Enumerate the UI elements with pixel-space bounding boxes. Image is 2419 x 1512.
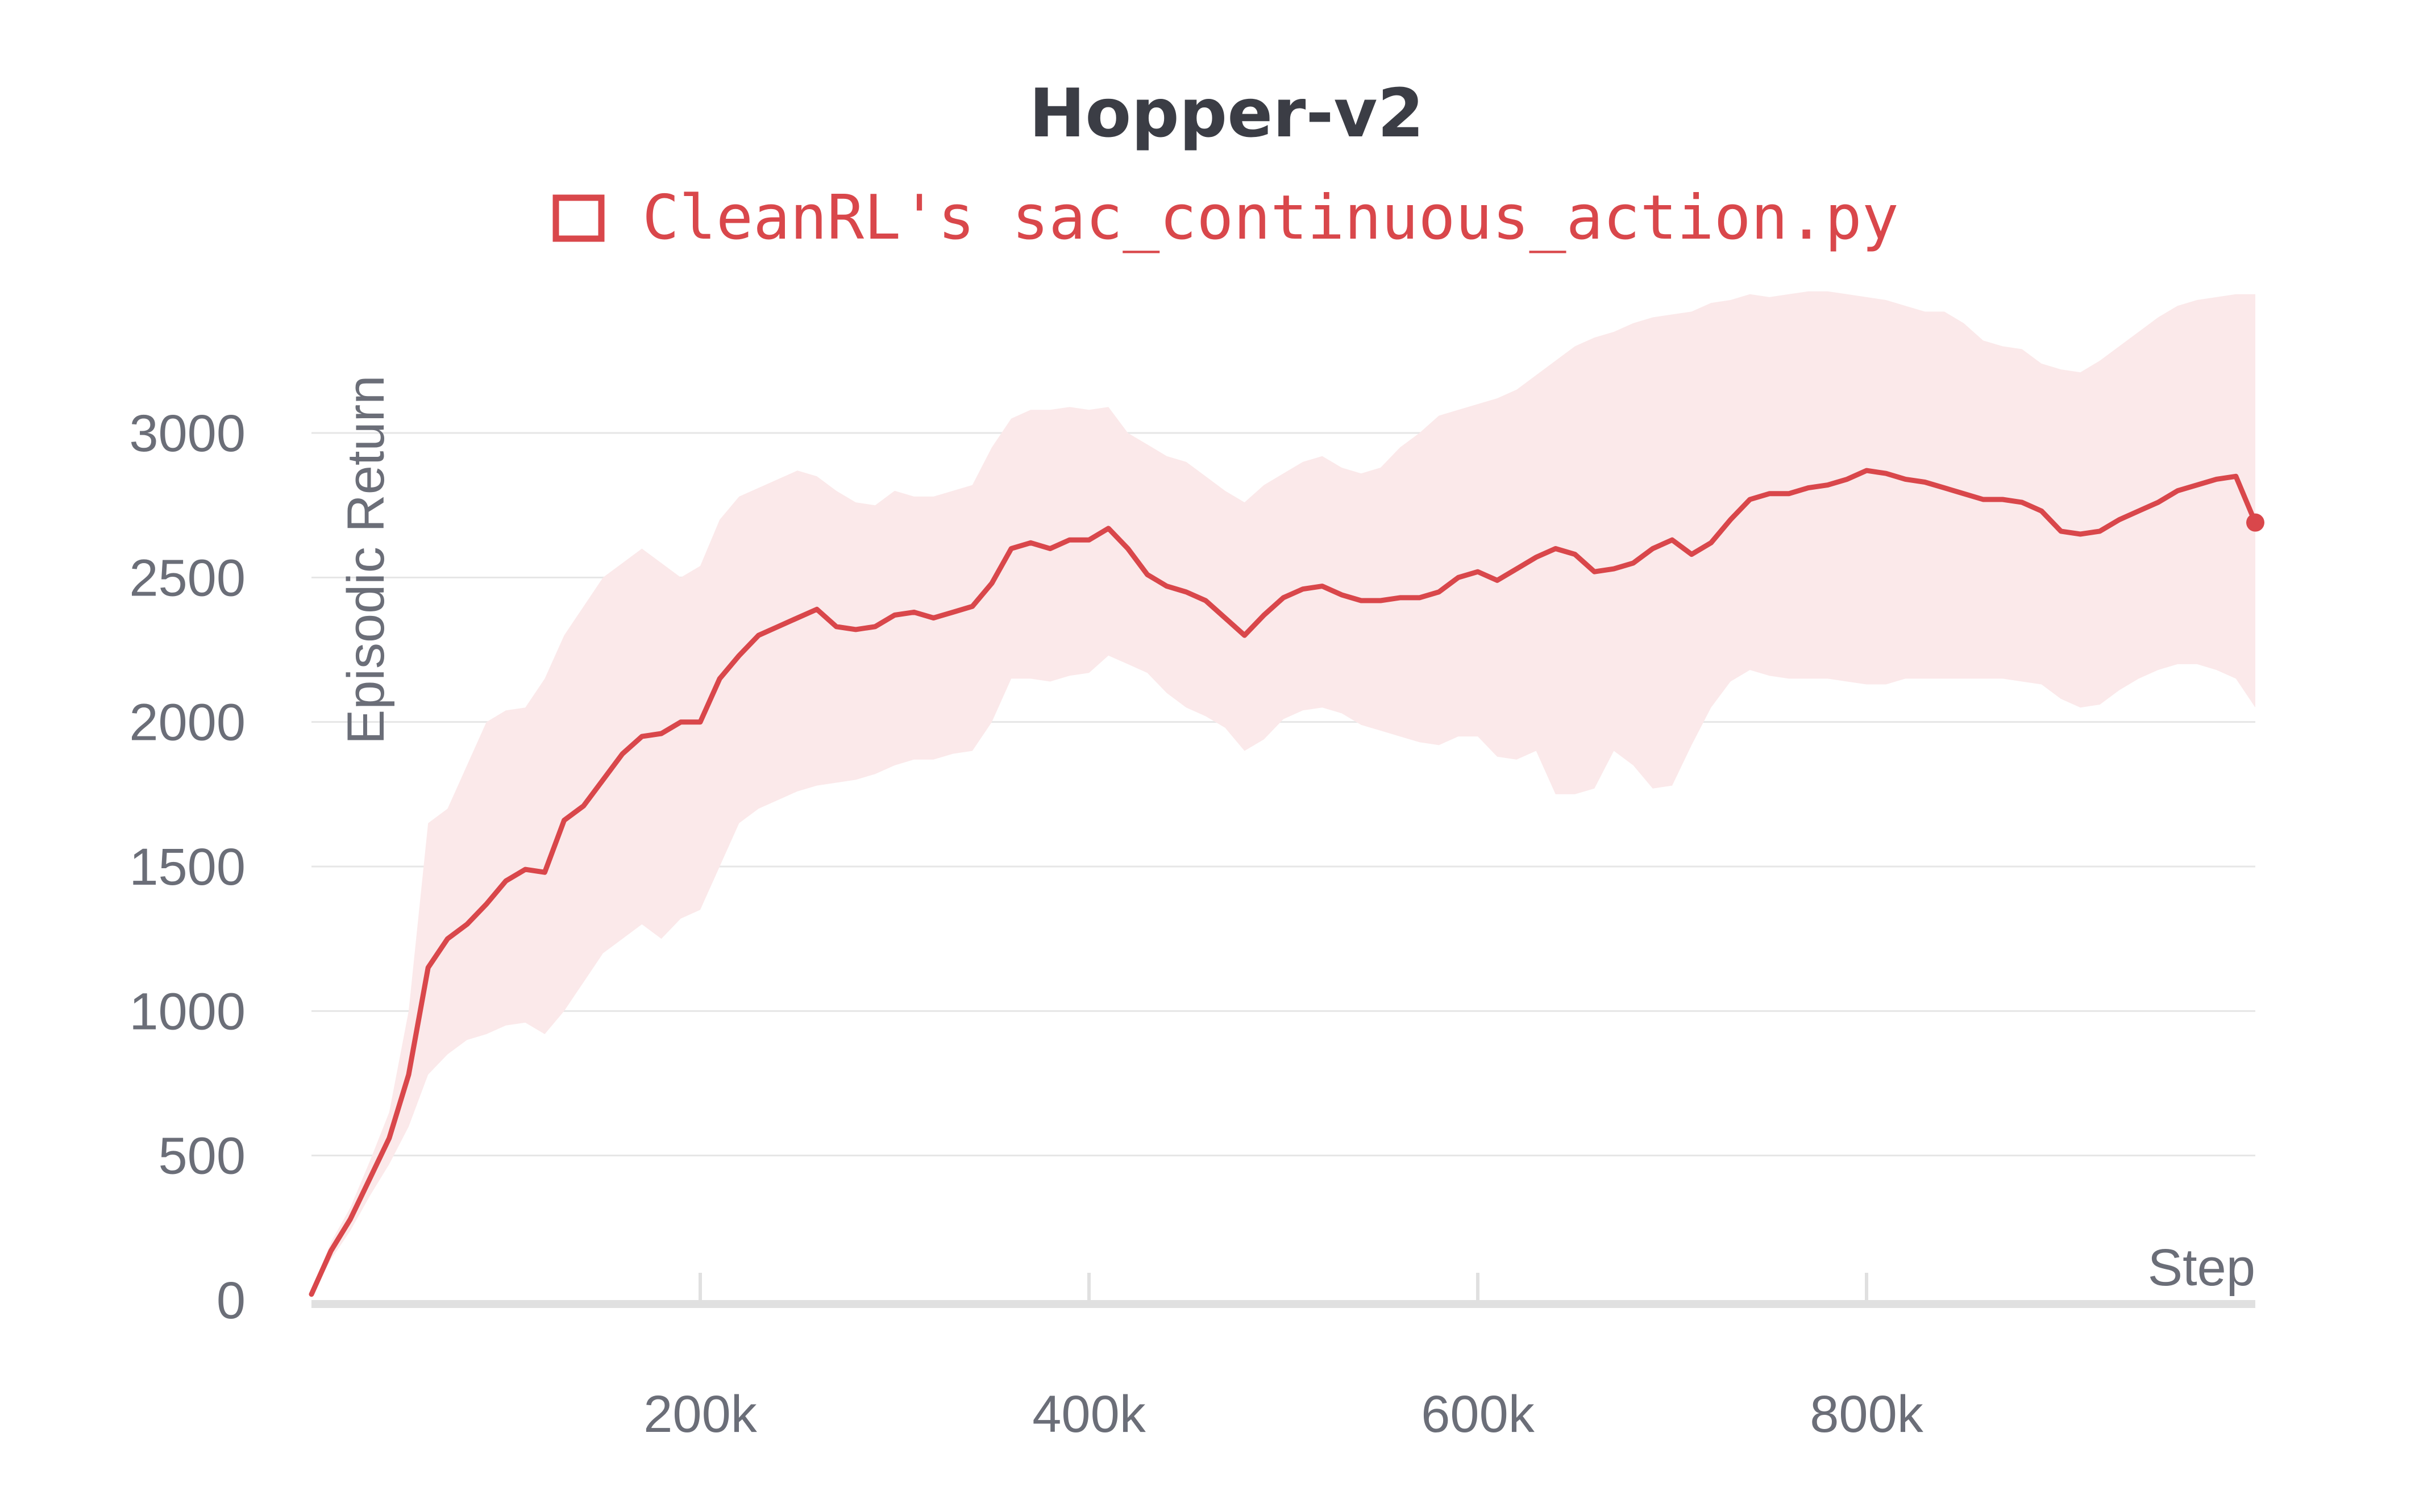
y-tick-label-1000: 1000 bbox=[129, 982, 246, 1040]
x-axis-label: Step bbox=[2148, 1239, 2255, 1297]
y-tick-label-500: 500 bbox=[159, 1127, 246, 1185]
y-tick-label-3000: 3000 bbox=[129, 405, 246, 463]
legend-swatch-icon bbox=[552, 194, 605, 242]
confidence-band bbox=[311, 291, 2255, 1296]
series-line bbox=[309, 468, 2258, 1297]
y-tick-label-2000: 2000 bbox=[129, 694, 246, 752]
x-tick-label-800k: 800k bbox=[1810, 1385, 1923, 1443]
y-tick-label-2500: 2500 bbox=[129, 549, 246, 607]
x-axis bbox=[311, 1273, 2255, 1308]
x-tick-label-600k: 600k bbox=[1421, 1385, 1535, 1443]
chart-title: Hopper-v2 bbox=[1029, 74, 1424, 152]
x-tick-label-400k: 400k bbox=[1032, 1385, 1146, 1443]
y-tick-labels: 0 500 1000 1500 2000 2500 3000 bbox=[129, 405, 246, 1330]
x-tick-labels: 200k 400k 600k 800k bbox=[643, 1385, 1923, 1443]
y-tick-label-0: 0 bbox=[217, 1272, 246, 1330]
confidence-band-layer bbox=[311, 291, 2255, 1296]
legend[interactable]: CleanRL's sac_continuous_action.py bbox=[552, 182, 1899, 253]
legend-label: CleanRL's sac_continuous_action.py bbox=[642, 182, 1899, 253]
y-axis-label: Episodic Return bbox=[337, 376, 395, 744]
series-line-layer bbox=[309, 468, 2264, 1297]
series-end-marker bbox=[2246, 513, 2264, 532]
x-tick-label-200k: 200k bbox=[643, 1385, 757, 1443]
y-tick-label-1500: 1500 bbox=[129, 838, 246, 896]
